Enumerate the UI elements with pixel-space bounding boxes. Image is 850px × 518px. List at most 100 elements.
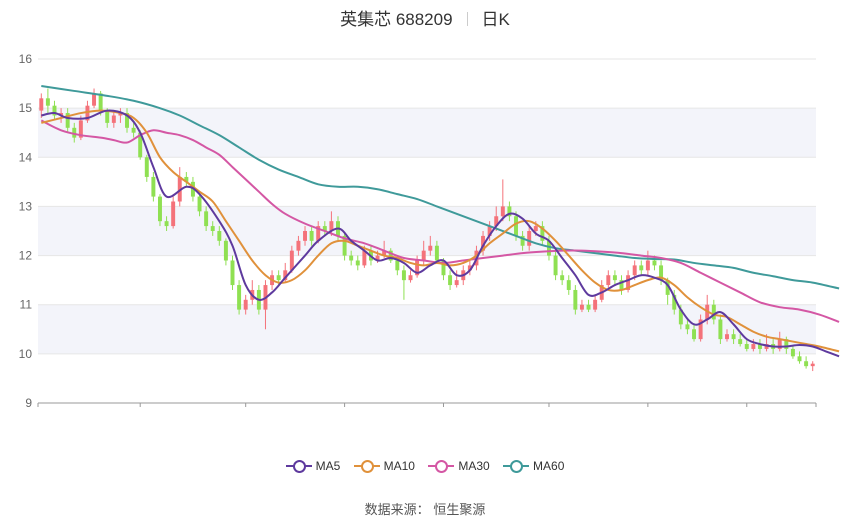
candle-body: [197, 196, 202, 212]
period-label: 日K: [481, 10, 510, 29]
x-tick-label: 20240531: [417, 408, 471, 410]
candle-body: [151, 176, 156, 197]
candle-body: [388, 250, 393, 261]
candle-body: [593, 299, 598, 310]
candle-body: [448, 275, 453, 286]
candle-body: [579, 304, 584, 310]
candle-body: [520, 235, 525, 246]
candle-body: [672, 294, 677, 310]
y-tick-label: 9: [25, 396, 32, 410]
legend-item-ma60[interactable]: MA60: [503, 459, 564, 473]
candle-body: [481, 235, 486, 251]
candle-body: [645, 260, 650, 271]
candle-body: [487, 226, 492, 236]
candle-body: [289, 250, 294, 271]
y-tick-label: 15: [19, 101, 33, 115]
legend-dot: [435, 460, 449, 473]
candle-body: [500, 206, 505, 217]
legend-dot: [360, 460, 374, 473]
candle-body: [494, 216, 499, 227]
candle-body: [395, 260, 400, 271]
candlestick-chart: 9 10 11 12 13 14 15 16 20240301 20240322 20240416 2…: [11, 52, 843, 410]
legend-item-ma30[interactable]: MA30: [428, 459, 490, 473]
candle-body: [355, 260, 360, 266]
candle-body: [606, 275, 611, 286]
candle-body: [566, 280, 571, 290]
y-tick-label: 14: [19, 150, 33, 164]
ma10-line: [41, 109, 840, 353]
candle-body: [342, 235, 347, 256]
legend-dot: [292, 460, 306, 473]
candle-body: [375, 255, 380, 261]
candle-body: [204, 211, 209, 227]
candle-body: [217, 231, 222, 241]
candle-body: [276, 275, 281, 281]
candle-body: [401, 270, 406, 281]
candle-body: [111, 115, 116, 123]
candle-body: [573, 289, 578, 310]
candle-body: [665, 280, 670, 295]
candle-body: [507, 206, 512, 217]
x-tick-label: 20240301: [11, 408, 65, 410]
candle-body: [434, 245, 439, 261]
candle-body: [797, 356, 802, 362]
candle-body: [125, 113, 129, 128]
legend-item-ma5[interactable]: MA5: [285, 459, 341, 473]
candle-body: [59, 113, 64, 116]
x-tick-label: 20240823: [789, 408, 843, 410]
candle-body: [612, 275, 617, 281]
candle-body: [322, 226, 327, 231]
x-tick-label: 20240322: [113, 408, 167, 410]
candle-body: [467, 265, 472, 271]
source-label: 数据来源：: [364, 502, 430, 517]
candle-body: [560, 275, 565, 281]
candle-body: [533, 226, 538, 231]
legend-label: MA10: [383, 459, 415, 473]
grid-band: [38, 206, 816, 256]
legend-marker-ma10: [353, 460, 380, 473]
legend-label: MA30: [458, 459, 490, 473]
candle-body: [546, 240, 551, 256]
x-tick-label: 20240805: [720, 408, 774, 410]
candle-body: [428, 245, 433, 251]
candle-body: [329, 221, 334, 231]
y-tick-label: 12: [19, 249, 33, 263]
candle-body: [678, 309, 683, 325]
x-tick-label: 20240416: [219, 408, 273, 410]
title-separator: [466, 12, 468, 26]
candle-body: [659, 265, 664, 281]
candle-body: [527, 231, 532, 246]
candle-body: [718, 319, 723, 340]
y-tick-label: 11: [20, 298, 33, 312]
y-tick-label: 13: [19, 199, 33, 213]
candle-body: [243, 299, 248, 310]
legend-label: MA5: [315, 459, 341, 473]
ma5-line: [41, 109, 840, 358]
candle-body: [777, 339, 782, 349]
candle-body: [784, 339, 789, 349]
candle-body: [303, 231, 308, 241]
data-source: 数据来源： 恒生聚源: [0, 499, 850, 518]
candle-body: [652, 260, 657, 266]
candle-body: [586, 304, 591, 310]
candle-body: [698, 319, 703, 340]
candle-body: [810, 363, 815, 367]
candle-body: [138, 132, 143, 158]
candle-body: [105, 110, 110, 123]
ma60-line: [41, 85, 840, 290]
legend-marker-ma60: [503, 460, 530, 473]
candle-body: [98, 93, 103, 111]
x-tick-label: 20240510: [318, 408, 372, 410]
grid-band: [38, 108, 816, 158]
candle-body: [441, 260, 446, 276]
candle-body: [316, 226, 321, 241]
candle-body: [230, 260, 235, 286]
candle-body: [52, 105, 57, 116]
candle-body: [639, 265, 644, 271]
candle-body: [619, 280, 624, 290]
chart-title: 英集芯 688209 日K: [0, 5, 850, 30]
candle-body: [540, 226, 545, 241]
legend-item-ma10[interactable]: MA10: [353, 459, 415, 473]
legend-label: MA60: [533, 459, 565, 473]
candle-body: [421, 250, 426, 261]
